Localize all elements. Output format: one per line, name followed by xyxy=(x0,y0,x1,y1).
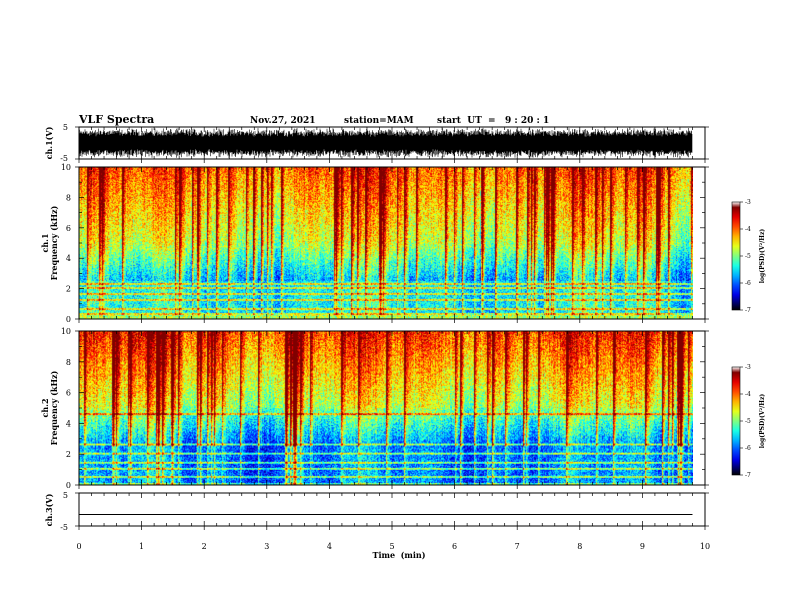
time-tick-label: 0 xyxy=(76,542,81,551)
colorbar-tick-label: -6 xyxy=(745,280,751,287)
ch3-waveform-ylabel: ch.3(V) xyxy=(44,493,54,526)
ch2-spec-yticks: 0 2 4 6 8 10 xyxy=(61,327,705,490)
ch1-spec-yticks: 0 2 4 6 8 10 xyxy=(61,163,705,324)
panel-ch3-ticks xyxy=(75,492,709,530)
station-label: station=MAM xyxy=(344,116,414,126)
frequency-tick-label: 4 xyxy=(66,254,71,263)
start-time-label: start UT = 9 : 20 : 1 xyxy=(437,116,549,126)
ch1-waveform-trace xyxy=(78,127,693,158)
frequency-tick-label: 6 xyxy=(66,389,71,398)
time-tick-label: 2 xyxy=(202,542,207,551)
ch1-spec-ylabel-frequency: Frequency (kHz) xyxy=(49,205,59,280)
panel-ch2-spectrogram: 0 2 4 6 8 10 ch.2 Frequency (kHz) xyxy=(40,327,709,490)
panel-ch3-waveform: 5 -5 ch.3(V) xyxy=(44,491,709,532)
ch3-ytick-bottom: -5 xyxy=(60,523,68,532)
colorbar-tick-label: -4 xyxy=(745,226,751,233)
colorbar-tick-label: -4 xyxy=(745,391,751,398)
colorbar-ch2: -3 -4 -5 -6 -7 log(PSD)(V²/Hz) xyxy=(731,364,766,479)
panel-ch1-ticks xyxy=(75,126,709,163)
panel-ch1-waveform: 5 -5 ch.1(V) xyxy=(44,123,709,163)
colorbar-tick-label: -7 xyxy=(745,472,751,479)
frequency-tick-label: 2 xyxy=(66,285,71,294)
colorbar-ch1: -3 -4 -5 -6 -7 log(PSD)(V²/Hz) xyxy=(731,199,766,314)
colorbar-tick-label: -7 xyxy=(745,307,751,314)
panel-ch2-spec-ticks xyxy=(75,330,709,489)
ch3-ytick-top: 5 xyxy=(63,491,68,500)
colorbar-tick-label: -3 xyxy=(745,364,751,371)
time-tick-label: 7 xyxy=(515,542,520,551)
colorbar-ch1-bar xyxy=(731,201,741,311)
time-tick-label: 3 xyxy=(264,542,269,551)
colorbar-ch2-label: log(PSD)(V²/Hz) xyxy=(759,394,766,449)
time-tick-label: 10 xyxy=(700,542,710,551)
ch2-spectrogram-image xyxy=(79,331,693,485)
time-tick-label: 8 xyxy=(577,542,582,551)
panel-ch1-spectrogram: 0 2 4 6 8 10 ch.1 Frequency (kHz) xyxy=(40,163,709,324)
ch1-spectrogram-image xyxy=(79,167,693,319)
frequency-tick-label: 10 xyxy=(61,163,71,172)
time-axis-ticklabels: 0 1 2 3 4 5 6 7 8 9 10 xyxy=(76,542,710,551)
ch1-ytick-bottom: -5 xyxy=(60,154,68,163)
colorbar-tick-label: -5 xyxy=(745,253,751,260)
ch2-spec-ylabel-frequency: Frequency (kHz) xyxy=(49,370,59,445)
colorbar-ch2-bar xyxy=(731,366,741,476)
frequency-tick-label: 0 xyxy=(66,315,71,324)
frequency-tick-label: 8 xyxy=(66,358,71,367)
frequency-tick-label: 8 xyxy=(66,193,71,202)
colorbar-ch1-label: log(PSD)(V²/Hz) xyxy=(759,229,766,284)
time-tick-label: 1 xyxy=(139,542,144,551)
frequency-tick-label: 6 xyxy=(66,224,71,233)
colorbar-ch1-ticks: -3 -4 -5 -6 -7 xyxy=(740,199,751,314)
time-tick-label: 6 xyxy=(452,542,457,551)
time-axis-label: Time (min) xyxy=(372,550,425,560)
ch1-spec-ylabel-channel: ch.1 xyxy=(40,233,50,252)
time-tick-label: 9 xyxy=(640,542,645,551)
date-label: Nov.27, 2021 xyxy=(250,116,316,126)
frequency-tick-label: 4 xyxy=(66,419,71,428)
time-tick-label: 5 xyxy=(389,542,394,551)
colorbar-tick-label: -3 xyxy=(745,199,751,206)
figure-title: VLF Spectra xyxy=(78,113,154,126)
ch1-ytick-top: 5 xyxy=(63,123,68,132)
colorbar-tick-label: -6 xyxy=(745,445,751,452)
ch1-waveform-ylabel: ch.1(V) xyxy=(44,126,54,159)
frequency-tick-label: 10 xyxy=(61,327,71,336)
colorbar-tick-label: -5 xyxy=(745,418,751,425)
frequency-tick-label: 2 xyxy=(66,450,71,459)
colorbar-ch2-ticks: -3 -4 -5 -6 -7 xyxy=(740,364,751,479)
time-tick-label: 4 xyxy=(327,542,332,551)
ch2-spec-ylabel-channel: ch.2 xyxy=(40,398,50,417)
frequency-tick-label: 0 xyxy=(66,481,71,490)
ch1-waveform-path xyxy=(78,127,693,158)
panel-ch1-spec-ticks xyxy=(75,166,709,323)
